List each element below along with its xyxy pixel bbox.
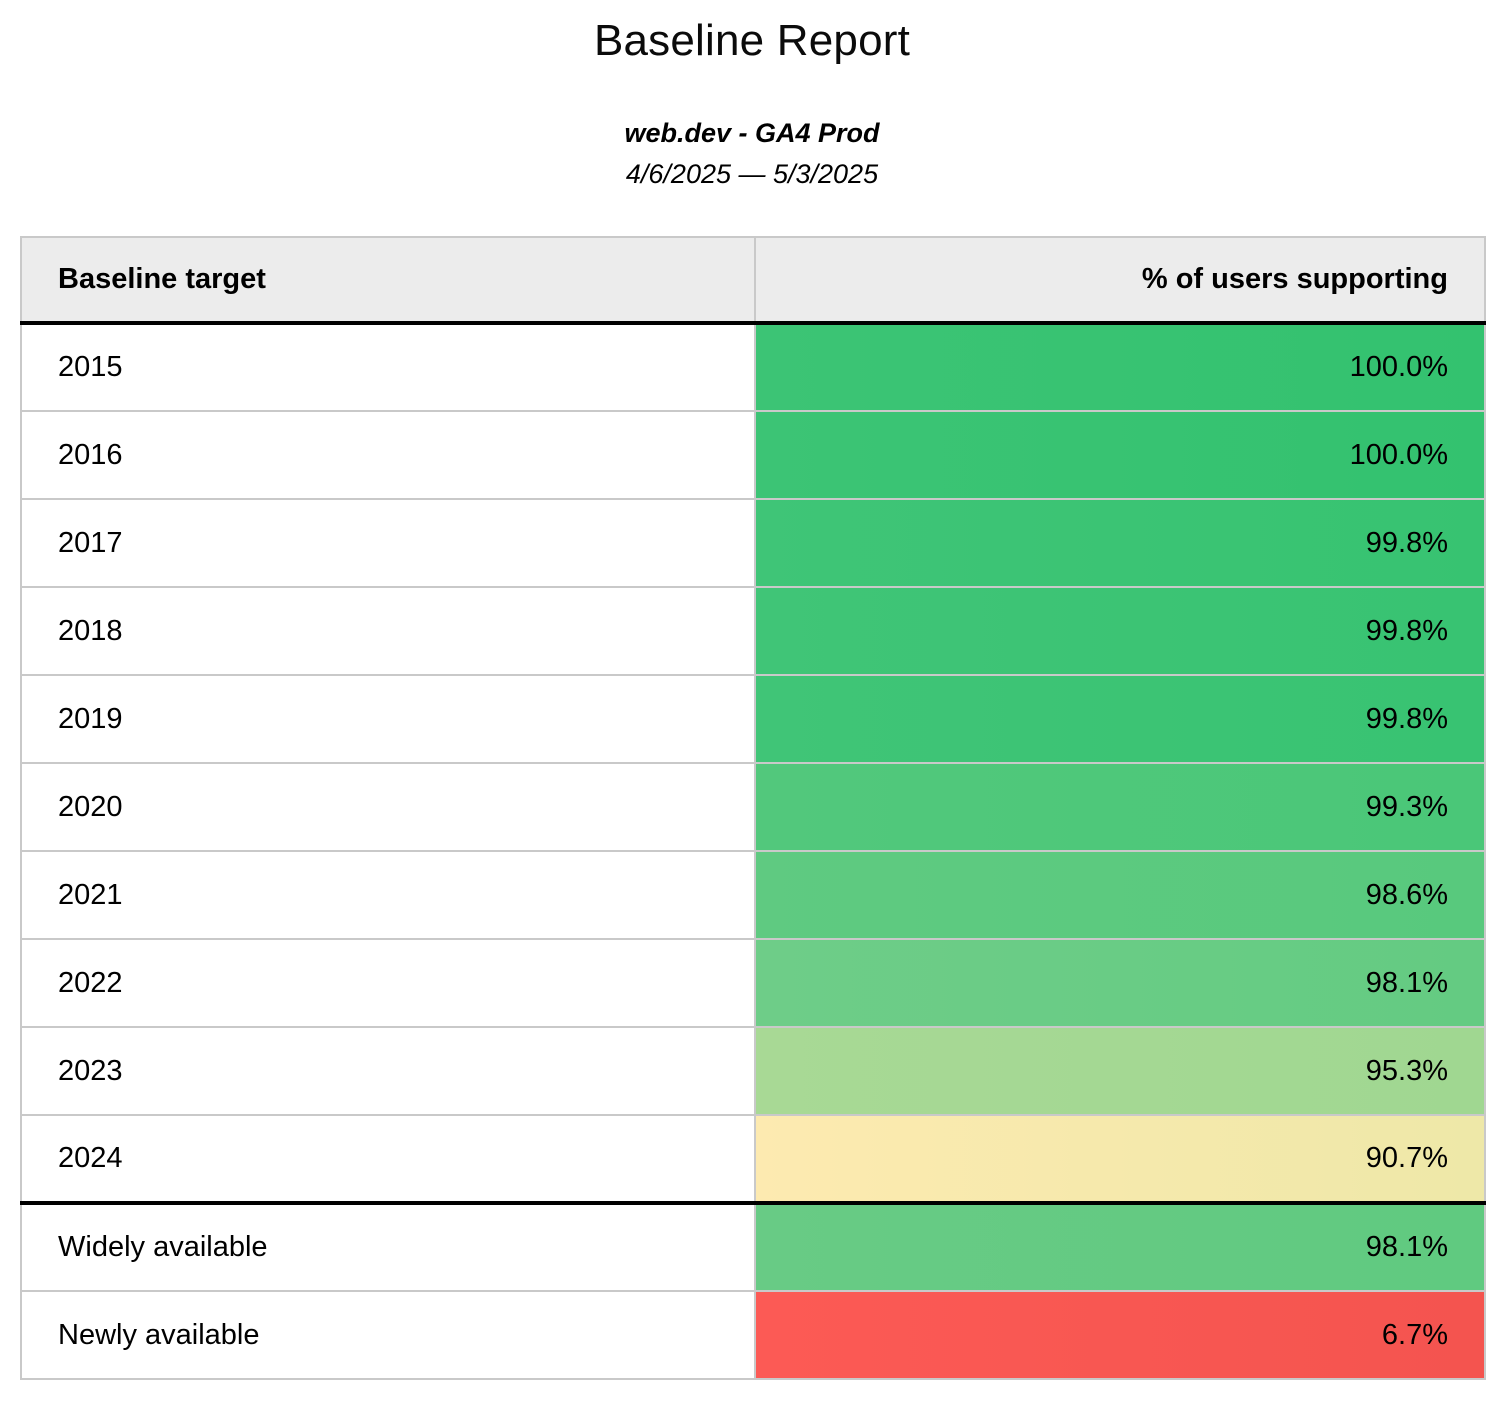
table-row: 2016 100.0% xyxy=(20,410,1486,500)
report-subtitle: web.dev - GA4 Prod xyxy=(624,118,880,148)
row-value-cell: 99.3% xyxy=(754,762,1486,852)
table-row: 2024 90.7% xyxy=(20,1114,1486,1204)
row-value-cell: 100.0% xyxy=(754,322,1486,412)
table-row: 2015 100.0% xyxy=(20,322,1486,412)
table-row: 2018 99.8% xyxy=(20,586,1486,676)
table-row: 2022 98.1% xyxy=(20,938,1486,1028)
row-label-cell: 2016 xyxy=(20,410,756,500)
row-value-cell: 95.3% xyxy=(754,1026,1486,1116)
table-row: Newly available 6.7% xyxy=(20,1290,1486,1380)
table-header: Baseline target % of users supporting xyxy=(20,236,1486,325)
table-row: 2021 98.6% xyxy=(20,850,1486,940)
row-value-cell: 90.7% xyxy=(754,1114,1486,1204)
row-label-cell: 2017 xyxy=(20,498,756,588)
row-label-cell: Newly available xyxy=(20,1290,756,1380)
column-header-baseline-target: Baseline target xyxy=(20,236,756,325)
row-label-cell: 2020 xyxy=(20,762,756,852)
row-label-cell: 2015 xyxy=(20,322,756,412)
row-label-cell: 2021 xyxy=(20,850,756,940)
row-label-cell: 2024 xyxy=(20,1114,756,1204)
row-value-cell: 99.8% xyxy=(754,586,1486,676)
header-row: Baseline target % of users supporting xyxy=(20,236,1486,325)
table-row: 2019 99.8% xyxy=(20,674,1486,764)
table-row: 2017 99.8% xyxy=(20,498,1486,588)
report-date-range: 4/6/2025 — 5/3/2025 xyxy=(625,159,879,189)
row-value-cell: 100.0% xyxy=(754,410,1486,500)
page-title: Baseline Report xyxy=(593,16,911,65)
row-value-cell: 98.1% xyxy=(754,938,1486,1028)
table-body: 2015 100.0% 2016 100.0% 2017 99.8% 2018 … xyxy=(20,322,1486,1380)
row-value-cell: 98.1% xyxy=(754,1201,1486,1292)
row-label-cell: Widely available xyxy=(20,1201,756,1292)
row-label-cell: 2022 xyxy=(20,938,756,1028)
row-value-cell: 99.8% xyxy=(754,498,1486,588)
row-label-cell: 2023 xyxy=(20,1026,756,1116)
table-row: Widely available 98.1% xyxy=(20,1201,1486,1292)
row-label-cell: 2019 xyxy=(20,674,756,764)
column-header-percent-users: % of users supporting xyxy=(754,236,1486,325)
row-label-cell: 2018 xyxy=(20,586,756,676)
baseline-table: Baseline target % of users supporting 20… xyxy=(20,236,1486,1380)
row-value-cell: 98.6% xyxy=(754,850,1486,940)
row-value-cell: 6.7% xyxy=(754,1290,1486,1380)
table-row: 2020 99.3% xyxy=(20,762,1486,852)
table-row: 2023 95.3% xyxy=(20,1026,1486,1116)
row-value-cell: 99.8% xyxy=(754,674,1486,764)
